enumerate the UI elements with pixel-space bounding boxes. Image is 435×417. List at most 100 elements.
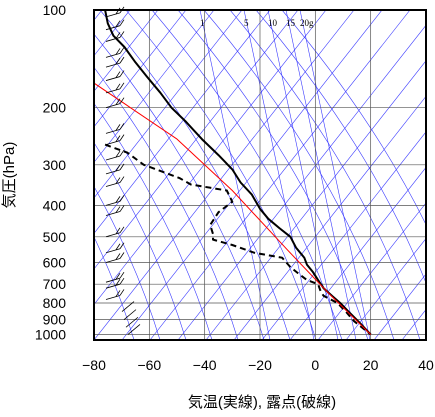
wind-barb-feather	[115, 20, 121, 27]
y-tick-label: 300	[43, 157, 67, 173]
y-tick-label: 900	[43, 312, 67, 328]
y-tick-label: 400	[43, 197, 67, 213]
isotherm-line	[261, 131, 426, 340]
wind-barbs-layer	[105, 6, 141, 335]
dry-adiabat-line	[99, 10, 291, 340]
y-tick-label: 100	[43, 2, 67, 18]
wind-barb	[105, 53, 121, 58]
y-tick-label: 200	[43, 100, 67, 116]
wind-barb	[105, 182, 121, 187]
dry-adiabat-line	[151, 10, 343, 340]
wind-barb	[105, 200, 121, 206]
isotherm-line	[317, 202, 426, 340]
wind-barb	[125, 316, 139, 328]
wind-barb-feather	[119, 97, 125, 104]
wind-barb-feather	[119, 252, 125, 259]
wind-barb	[105, 25, 121, 31]
wind-barb-feather	[115, 57, 121, 65]
wind-barb-feather	[119, 47, 125, 54]
background-lines-layer	[94, 10, 435, 340]
isotherm-line	[205, 60, 426, 340]
wind-barb-feather	[115, 272, 121, 280]
grid-layer	[93, 9, 427, 340]
x-tick-label: 0	[311, 357, 319, 373]
wind-barb	[105, 103, 121, 109]
x-axis-title: 気温(実線), 露点(破線)	[188, 394, 336, 411]
wind-barb	[105, 169, 121, 175]
wind-barb-feather	[115, 243, 121, 250]
wind-barb-feather	[119, 19, 125, 26]
isotherm-line	[373, 273, 426, 340]
wind-barb-feather	[115, 227, 121, 235]
dry-adiabat-line	[229, 10, 421, 340]
wind-barb	[105, 258, 121, 263]
y-tick-label: 700	[43, 276, 67, 292]
wind-barb-feather	[119, 195, 125, 202]
wind-barb-feather	[115, 253, 121, 260]
isotherm-line	[94, 10, 327, 305]
isotherm-line	[94, 10, 271, 234]
wind-barb	[105, 248, 121, 254]
dry-adiabat-line	[94, 67, 239, 340]
wind-barb-feather	[119, 271, 125, 279]
isotherm-line	[149, 10, 411, 340]
isotherm-line	[345, 237, 426, 340]
y-axis-title: 気圧(hPa)	[1, 142, 18, 209]
wind-barb-feather	[115, 71, 121, 78]
isotherm-line	[430, 10, 435, 340]
wind-barb-feather	[115, 98, 121, 105]
wind-barb-feather	[119, 70, 125, 77]
labels-layer: −80 −60 −40 −20 0 20 40 100 200 300 400 500 600 700 80…	[1, 2, 434, 411]
wind-barb-feather	[119, 176, 125, 183]
dry-adiabat-line	[94, 185, 161, 340]
temperature-series-line	[104, 10, 372, 336]
wind-barb	[127, 324, 141, 335]
wind-barb-feather	[115, 177, 121, 184]
wind-barb-feather	[119, 82, 125, 90]
wind-barb-feather	[119, 149, 125, 157]
isotherm-line	[94, 10, 355, 340]
dry-adiabat-line	[255, 10, 426, 284]
wind-barb	[105, 295, 121, 300]
wind-barb-feather	[119, 242, 125, 249]
wind-barb-feather	[115, 290, 121, 297]
mixing-ratio-line	[243, 10, 315, 340]
mixing-ratio-label: 1	[200, 18, 205, 28]
x-tick-label: −40	[193, 357, 217, 373]
wind-barb-feather	[115, 48, 121, 55]
wind-barb-feather	[115, 206, 121, 213]
dewpoint-series-line	[104, 143, 372, 336]
wind-barb	[105, 37, 121, 42]
wind-barb	[105, 211, 121, 216]
plot-frame	[93, 9, 427, 341]
dry-adiabat-line	[94, 33, 265, 340]
isotherm-line	[94, 10, 215, 163]
y-tick-label: 600	[43, 254, 67, 270]
x-tick-label: −80	[82, 357, 106, 373]
wind-barb	[105, 76, 121, 81]
wind-barb-feather	[119, 289, 125, 296]
wind-barb-feather	[119, 226, 125, 234]
wind-barb-feather	[119, 277, 125, 285]
isotherm-line	[177, 24, 426, 340]
mixing-ratio-line	[299, 10, 371, 340]
isotherm-line	[289, 166, 426, 340]
isotherm-line	[401, 309, 426, 340]
wind-barb-feather	[119, 123, 125, 130]
wind-barb	[105, 277, 121, 283]
wind-barb-feather	[115, 278, 121, 286]
isotherm-line	[94, 10, 187, 128]
mixing-ratio-line	[285, 10, 357, 340]
wind-barb-feather	[119, 31, 125, 38]
x-tick-label: 40	[418, 357, 434, 373]
isotherm-line	[233, 95, 426, 340]
wind-barb	[105, 232, 121, 238]
x-tick-label: −20	[248, 357, 272, 373]
frame-layer	[93, 9, 427, 341]
wind-barb-feather	[115, 124, 121, 131]
dry-adiabat-line	[177, 10, 369, 340]
wind-barb-feather	[115, 83, 121, 91]
isotherm-line	[121, 10, 383, 340]
